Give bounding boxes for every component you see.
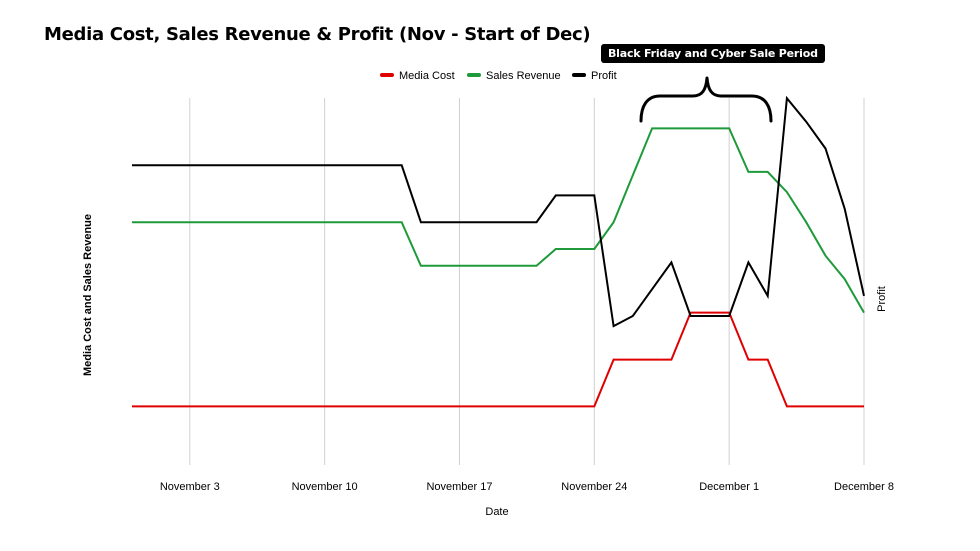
legend-label-profit: Profit bbox=[591, 70, 617, 82]
legend-swatch-media-cost bbox=[380, 73, 394, 78]
chart-title: Media Cost, Sales Revenue & Profit (Nov … bbox=[44, 24, 591, 45]
x-tick-label: November 3 bbox=[160, 481, 220, 493]
x-tick-label: November 17 bbox=[426, 481, 492, 493]
legend-swatch-sales-revenue bbox=[467, 73, 481, 78]
legend-swatch-profit bbox=[572, 73, 586, 78]
series-line-media-cost bbox=[132, 311, 864, 408]
legend-item-sales-revenue[interactable]: Sales Revenue bbox=[467, 70, 561, 82]
y-axis-label: Media Cost and Sales Revenue bbox=[82, 214, 94, 376]
grid-lines bbox=[189, 98, 865, 465]
x-tick-labels: November 3 November 10 November 17 November… bbox=[160, 481, 894, 493]
y2-axis-label: Profit bbox=[876, 286, 888, 312]
x-axis-label: Date bbox=[485, 506, 509, 518]
legend-label-media-cost: Media Cost bbox=[399, 70, 455, 82]
sale-period-callout: Black Friday and Cyber Sale Period bbox=[601, 44, 825, 63]
legend-item-media-cost[interactable]: Media Cost bbox=[380, 70, 455, 82]
x-tick-label: December 1 bbox=[699, 481, 759, 493]
x-tick-label: December 8 bbox=[834, 481, 894, 493]
series-line-profit bbox=[132, 95, 865, 328]
series-lines bbox=[132, 95, 865, 408]
legend-label-sales-revenue: Sales Revenue bbox=[486, 70, 561, 82]
legend-item-profit[interactable]: Profit bbox=[572, 70, 617, 82]
x-tick-label: November 10 bbox=[292, 481, 358, 493]
sale-period-brace bbox=[639, 76, 773, 123]
legend: Media Cost Sales Revenue Profit bbox=[0, 70, 980, 86]
x-tick-label: November 24 bbox=[561, 481, 627, 493]
series-line-sales-revenue bbox=[132, 127, 865, 314]
